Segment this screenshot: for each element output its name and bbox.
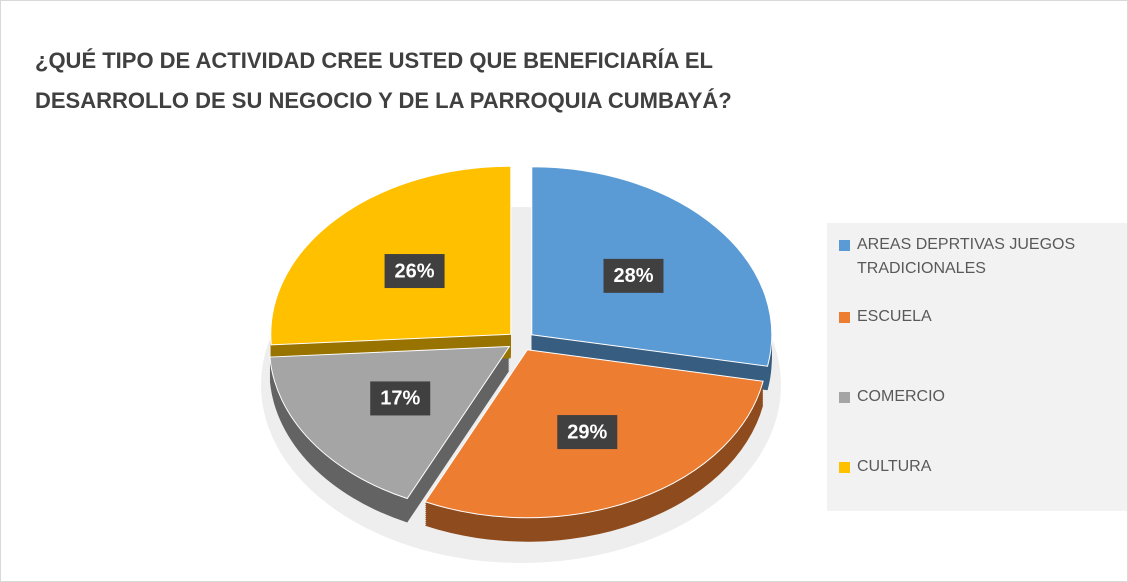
legend-label: CULTURA	[857, 458, 932, 475]
legend-swatch	[839, 392, 850, 403]
legend-swatch	[839, 240, 850, 251]
legend-entry: COMERCIO	[839, 385, 1127, 409]
legend-entry: CULTURA	[839, 455, 1127, 479]
legend: AREAS DEPRTIVAS JUEGOS TRADICIONALES ESCU…	[827, 223, 1127, 511]
legend-entry: AREAS DEPRTIVAS JUEGOS TRADICIONALES	[839, 233, 1127, 281]
data-label: 17%	[380, 388, 420, 410]
legend-label: AREAS DEPRTIVAS JUEGOS TRADICIONALES	[857, 236, 1076, 277]
slice	[269, 345, 511, 500]
legend-label: ESCUELA	[857, 308, 932, 325]
chart-title: ¿QUÉ TIPO DE ACTIVIDAD CREE USTED QUE BE…	[35, 48, 732, 113]
legend-swatch	[839, 462, 850, 473]
data-label-box	[384, 254, 445, 289]
data-label: 29%	[567, 421, 607, 443]
data-label-box	[370, 381, 431, 416]
legend-swatch	[839, 312, 850, 323]
data-label: 28%	[613, 265, 653, 287]
legend-entry: ESCUELA	[839, 305, 1127, 329]
data-label: 26%	[395, 260, 435, 282]
data-label-box	[603, 258, 664, 293]
data-label-box	[557, 415, 618, 450]
legend-label: COMERCIO	[857, 388, 945, 405]
